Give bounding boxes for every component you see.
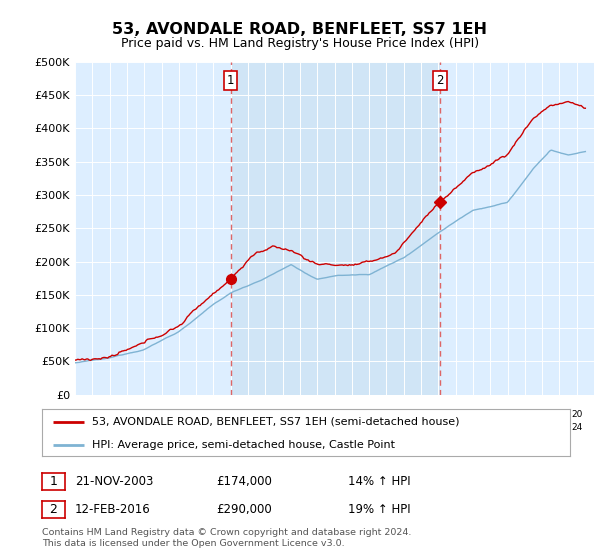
Text: 20: 20 — [502, 423, 513, 432]
Text: 20: 20 — [398, 410, 409, 419]
Text: 21: 21 — [519, 423, 530, 432]
Text: 53, AVONDALE ROAD, BENFLEET, SS7 1EH (semi-detached house): 53, AVONDALE ROAD, BENFLEET, SS7 1EH (se… — [92, 417, 460, 427]
Text: 96: 96 — [86, 423, 98, 432]
Text: 20: 20 — [294, 410, 305, 419]
Text: 24: 24 — [571, 423, 583, 432]
Text: 20: 20 — [415, 410, 427, 419]
Text: 20: 20 — [242, 410, 254, 419]
Text: 19: 19 — [484, 423, 496, 432]
Text: 97: 97 — [104, 423, 115, 432]
Text: 1: 1 — [227, 74, 235, 87]
Text: 15: 15 — [415, 423, 427, 432]
Text: Contains HM Land Registry data © Crown copyright and database right 2024.
This d: Contains HM Land Registry data © Crown c… — [42, 528, 412, 548]
Text: 99: 99 — [139, 423, 150, 432]
Text: 07: 07 — [277, 423, 289, 432]
Text: 20: 20 — [381, 410, 392, 419]
Text: 20: 20 — [364, 410, 375, 419]
Text: 08: 08 — [294, 423, 305, 432]
Text: 06: 06 — [260, 423, 271, 432]
Text: 20: 20 — [190, 410, 202, 419]
Text: HPI: Average price, semi-detached house, Castle Point: HPI: Average price, semi-detached house,… — [92, 440, 395, 450]
Text: 20: 20 — [467, 410, 479, 419]
Text: 20: 20 — [433, 410, 444, 419]
Text: £174,000: £174,000 — [216, 475, 272, 488]
Text: 20: 20 — [311, 410, 323, 419]
Text: 19: 19 — [121, 410, 133, 419]
Text: 20: 20 — [502, 410, 513, 419]
Text: 04: 04 — [225, 423, 236, 432]
Text: 12: 12 — [364, 423, 375, 432]
Text: 20: 20 — [554, 410, 565, 419]
Text: 10: 10 — [329, 423, 340, 432]
Text: 20: 20 — [536, 410, 548, 419]
Text: 22: 22 — [536, 423, 548, 432]
Text: 00: 00 — [156, 423, 167, 432]
Text: 13: 13 — [380, 423, 392, 432]
Text: £290,000: £290,000 — [216, 503, 272, 516]
Text: 14% ↑ HPI: 14% ↑ HPI — [348, 475, 410, 488]
Text: 02: 02 — [190, 423, 202, 432]
Text: 18: 18 — [467, 423, 479, 432]
Text: 20: 20 — [156, 410, 167, 419]
Text: 20: 20 — [277, 410, 288, 419]
Text: 20: 20 — [225, 410, 236, 419]
Text: 98: 98 — [121, 423, 133, 432]
Text: 17: 17 — [450, 423, 461, 432]
Text: 12-FEB-2016: 12-FEB-2016 — [75, 503, 151, 516]
Text: 16: 16 — [433, 423, 444, 432]
Text: 19: 19 — [139, 410, 150, 419]
Text: 21-NOV-2003: 21-NOV-2003 — [75, 475, 154, 488]
Text: 20: 20 — [329, 410, 340, 419]
Text: 20: 20 — [260, 410, 271, 419]
Text: 20: 20 — [571, 410, 583, 419]
Text: 23: 23 — [554, 423, 565, 432]
Text: 53, AVONDALE ROAD, BENFLEET, SS7 1EH: 53, AVONDALE ROAD, BENFLEET, SS7 1EH — [113, 22, 487, 38]
Text: 03: 03 — [208, 423, 219, 432]
Text: 19: 19 — [69, 410, 81, 419]
Text: 20: 20 — [173, 410, 184, 419]
Text: 2: 2 — [436, 74, 444, 87]
Text: 1: 1 — [49, 475, 58, 488]
Text: 19% ↑ HPI: 19% ↑ HPI — [348, 503, 410, 516]
Text: 20: 20 — [519, 410, 530, 419]
Text: 19: 19 — [104, 410, 115, 419]
Text: Price paid vs. HM Land Registry's House Price Index (HPI): Price paid vs. HM Land Registry's House … — [121, 37, 479, 50]
Text: 95: 95 — [69, 423, 81, 432]
Text: 19: 19 — [86, 410, 98, 419]
Text: 20: 20 — [485, 410, 496, 419]
Text: 2: 2 — [49, 503, 58, 516]
Bar — [231, 62, 440, 395]
Text: 01: 01 — [173, 423, 185, 432]
Text: 20: 20 — [450, 410, 461, 419]
Text: 05: 05 — [242, 423, 254, 432]
Text: 14: 14 — [398, 423, 409, 432]
Text: 09: 09 — [311, 423, 323, 432]
Text: 20: 20 — [346, 410, 358, 419]
Text: 11: 11 — [346, 423, 358, 432]
Text: 20: 20 — [208, 410, 219, 419]
